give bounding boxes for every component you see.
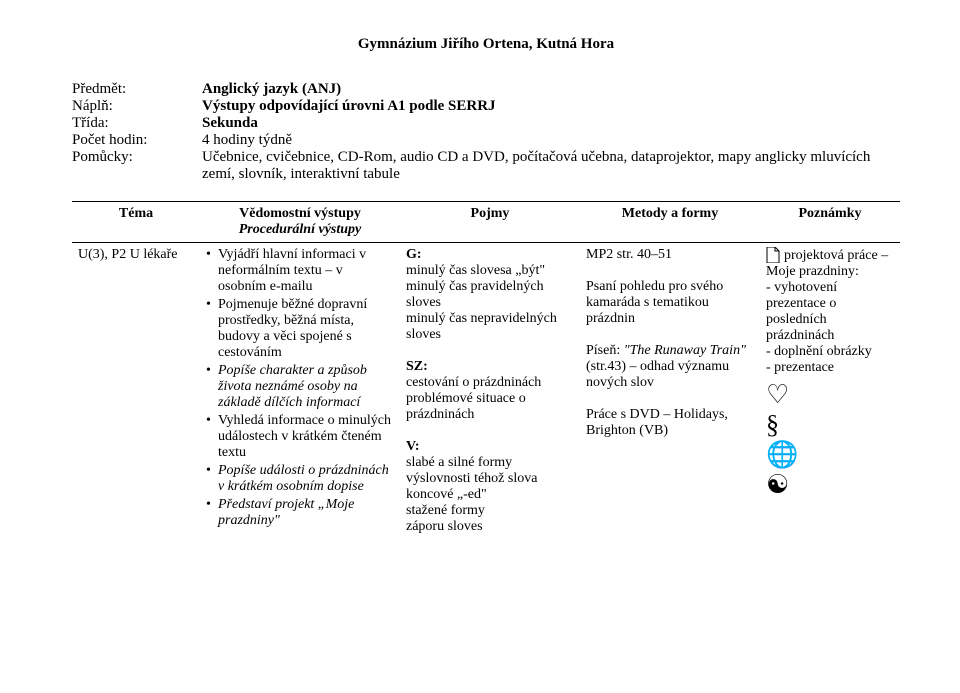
- pisen-suffix: (str.43) – odhad významu nových slov: [586, 359, 729, 390]
- pojm-line: minulý čas slovesa „být": [406, 263, 574, 279]
- meta-value: Výstupy odpovídající úrovni A1 podle SER…: [202, 98, 900, 115]
- pojm-line: minulý čas pravidelných sloves: [406, 279, 574, 311]
- list-item: Popíše události o prázdninách v krátkém …: [206, 463, 394, 495]
- meta-label: Náplň:: [72, 98, 202, 115]
- yinyang-icon: ☯: [766, 470, 894, 500]
- pisen-title: "The Runaway Train": [624, 343, 746, 358]
- page-title: Gymnázium Jiřího Ortena, Kutná Hora: [72, 36, 900, 53]
- pisen-prefix: Píseň:: [586, 343, 624, 358]
- met-line: MP2 str. 40–51: [586, 247, 754, 263]
- th-pojmy: Pojmy: [400, 202, 580, 243]
- pojm-line: stažené formy: [406, 503, 574, 519]
- pojm-v-label: V:: [406, 439, 420, 454]
- th-tema: Téma: [72, 202, 200, 243]
- pozn-item: - prezentace: [766, 360, 894, 376]
- section-icon: §: [766, 410, 894, 440]
- pozn-proj: projektová práce – Moje prazdniny:: [766, 248, 888, 279]
- th-vv1: Vědomostní výstupy: [239, 206, 361, 221]
- met-line: Psaní pohledu pro svého kamaráda s temat…: [586, 279, 754, 327]
- pojm-line: koncové „-ed": [406, 487, 574, 503]
- meta-value: Sekunda: [202, 115, 900, 132]
- meta-label: Třída:: [72, 115, 202, 132]
- globe-icon: 🌐: [766, 440, 894, 470]
- pojm-line: slabé a silné formy výslovnosti téhož sl…: [406, 455, 574, 487]
- meta-label: Předmět:: [72, 81, 202, 98]
- pozn-item: - vyhotovení prezentace o posledních prá…: [766, 280, 894, 344]
- cell-pojmy: G: minulý čas slovesa „být" minulý čas p…: [400, 243, 580, 540]
- pojm-sz-label: SZ:: [406, 359, 428, 374]
- pozn-item: - doplnění obrázky: [766, 344, 894, 360]
- th-poznamky: Poznámky: [760, 202, 900, 243]
- meta-value: Anglický jazyk (ANJ): [202, 81, 900, 98]
- italic-text: Představí projekt „Moje prazdniny": [218, 497, 354, 528]
- meta-value: Učebnice, cvičebnice, CD-Rom, audio CD a…: [202, 149, 900, 183]
- table-header-row: Téma Vědomostní výstupy Procedurální výs…: [72, 202, 900, 243]
- meta-row: Předmět: Anglický jazyk (ANJ): [72, 81, 900, 98]
- list-item: Vyjádří hlavní informaci v neformálním t…: [206, 247, 394, 295]
- met-line: Píseň: "The Runaway Train" (str.43) – od…: [586, 343, 754, 391]
- th-vv2: Procedurální výstupy: [239, 222, 362, 237]
- meta-block: Předmět: Anglický jazyk (ANJ) Náplň: Výs…: [72, 81, 900, 183]
- table-row: U(3), P2 U lékaře Vyjádří hlavní informa…: [72, 243, 900, 540]
- document-icon: [766, 247, 780, 263]
- meta-value: 4 hodiny týdně: [202, 132, 900, 149]
- cell-metody: MP2 str. 40–51 Psaní pohledu pro svého k…: [580, 243, 760, 540]
- curriculum-table: Téma Vědomostní výstupy Procedurální výs…: [72, 201, 900, 539]
- meta-row: Pomůcky: Učebnice, cvičebnice, CD-Rom, a…: [72, 149, 900, 183]
- met-line: Práce s DVD – Holidays, Brighton (VB): [586, 407, 754, 439]
- meta-row: Náplň: Výstupy odpovídající úrovni A1 po…: [72, 98, 900, 115]
- cell-tema: U(3), P2 U lékaře: [72, 243, 200, 540]
- list-item: Popíše charakter a způsob života neznámé…: [206, 363, 394, 411]
- pozn-icons: ♡ § 🌐 ☯: [766, 380, 894, 500]
- meta-label: Pomůcky:: [72, 149, 202, 183]
- italic-text: Popíše charakter a způsob života neznámé…: [218, 363, 367, 410]
- meta-label: Počet hodin:: [72, 132, 202, 149]
- heart-icon: ♡: [766, 380, 894, 410]
- italic-text: Popíše události o prázdninách v krátkém …: [218, 463, 389, 494]
- th-metody: Metody a formy: [580, 202, 760, 243]
- pojm-g-label: G:: [406, 247, 422, 262]
- meta-row: Třída: Sekunda: [72, 115, 900, 132]
- pojm-line: záporu sloves: [406, 519, 574, 535]
- pojm-line: cestování o prázdninách: [406, 375, 574, 391]
- meta-row: Počet hodin: 4 hodiny týdně: [72, 132, 900, 149]
- th-vystupy: Vědomostní výstupy Procedurální výstupy: [200, 202, 400, 243]
- list-item: Představí projekt „Moje prazdniny": [206, 497, 394, 529]
- cell-vystupy: Vyjádří hlavní informaci v neformálním t…: [200, 243, 400, 540]
- cell-poznamky: projektová práce – Moje prazdniny: - vyh…: [760, 243, 900, 540]
- list-item: Vyhledá informace o minulých událostech …: [206, 413, 394, 461]
- list-item: Pojmenuje běžné dopravní prostředky, běž…: [206, 297, 394, 361]
- pojm-line: problémové situace o prázdninách: [406, 391, 574, 423]
- pojm-line: minulý čas nepravidelných sloves: [406, 311, 574, 343]
